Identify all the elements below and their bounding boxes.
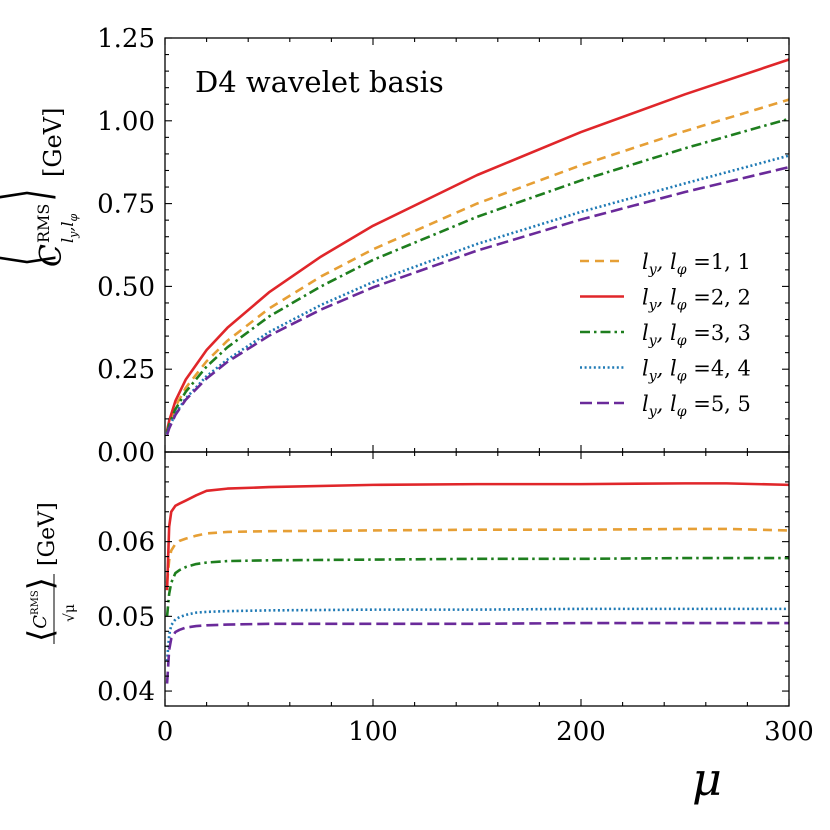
- y-tick-label: 1.00: [97, 107, 155, 137]
- x-axis-label: μ: [692, 752, 722, 806]
- y-tick-label: 0.75: [97, 190, 155, 220]
- top-series-lines: [165, 58, 790, 436]
- legend-label-5: ly, lφ =5, 5: [642, 392, 751, 420]
- series-line-top-2: [165, 58, 790, 432]
- series-line-bottom-2: [165, 482, 790, 591]
- y-tick-label: 0.04: [97, 677, 155, 707]
- x-tick-label: 200: [556, 717, 606, 747]
- top-y-ticks: 0.00 0.25 0.50 0.75 1.00 1.25: [97, 24, 789, 468]
- top-ylabel-sup: RMS: [34, 204, 53, 243]
- series-line-bottom-1: [165, 527, 790, 583]
- top-ylabel-unit: [GeV]: [39, 108, 67, 177]
- bottom-ylabel-numerator: ⟨CRMS⟩: [21, 577, 61, 642]
- y-tick-label: 0.06: [97, 528, 155, 558]
- bottom-x-ticks: 0 100 200 300: [157, 452, 814, 747]
- y-tick-label: 0.05: [97, 602, 155, 632]
- top-annotation: D4 wavelet basis: [195, 65, 444, 99]
- bottom-series-lines: [165, 482, 790, 684]
- legend-label-4: ly, lφ =4, 4: [642, 357, 751, 385]
- legend: ly, lφ =1, 1 ly, lφ =2, 2 ly, lφ =3, 3 ly, …: [580, 250, 751, 420]
- series-line-bottom-5: [165, 621, 789, 684]
- x-tick-label: 300: [764, 717, 814, 747]
- y-tick-label: 0.00: [97, 438, 155, 468]
- bottom-panel: 0 100 200 300 0.040.050.06 ⟨CRMS⟩ √μ [GeV] …: [21, 451, 814, 806]
- series-line-bottom-4: [165, 607, 789, 662]
- y-tick-label: 1.25: [97, 24, 155, 54]
- top-ylabel-C: C: [34, 244, 69, 267]
- top-panel: 0.00 0.25 0.50 0.75 1.00 1.25 D4 wavelet basi…: [0, 24, 790, 468]
- bottom-y-ticks: 0.04 0.05 0.06: [97, 451, 789, 707]
- top-y-axis-label: ⟨ C RMS ly,lφ ⟩ [GeV]: [0, 108, 80, 267]
- x-tick-label: 100: [348, 717, 398, 747]
- top-ylabel-subscript: ly,lφ: [58, 213, 80, 243]
- series-line-bottom-3: [165, 556, 789, 617]
- series-line-top-3: [165, 117, 790, 434]
- x-tick-label: 0: [157, 717, 174, 747]
- legend-label-3: ly, lφ =3, 3: [642, 321, 751, 349]
- y-tick-label: 0.50: [97, 272, 155, 302]
- bottom-ylabel-denominator: √μ: [62, 604, 78, 622]
- legend-label-2: ly, lφ =2, 2: [642, 286, 751, 314]
- legend-label-1: ly, lφ =1, 1: [642, 250, 751, 278]
- bottom-plot-frame: [164, 451, 790, 707]
- y-tick-label: 0.25: [97, 355, 155, 385]
- bottom-ylabel-unit: [GeV]: [35, 502, 60, 566]
- series-line-top-5: [165, 165, 790, 436]
- left-angle-bracket: ⟨: [0, 254, 62, 266]
- right-angle-bracket: ⟩: [0, 189, 62, 201]
- bottom-y-axis-label: ⟨CRMS⟩ √μ [GeV]: [21, 502, 78, 644]
